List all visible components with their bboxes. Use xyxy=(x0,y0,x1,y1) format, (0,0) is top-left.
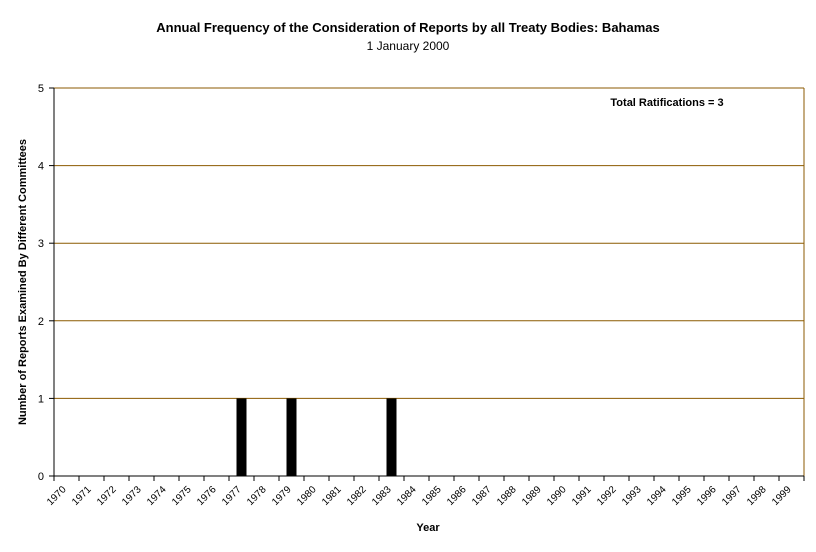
x-tick-label-1992: 1992 xyxy=(595,484,619,508)
y-tick-label-4: 4 xyxy=(38,161,44,173)
x-tick-label-1972: 1972 xyxy=(95,484,119,508)
x-tick-label-1987: 1987 xyxy=(470,484,494,508)
x-tick-label-1984: 1984 xyxy=(395,484,419,508)
y-axis-label: Number of Reports Examined By Different … xyxy=(17,139,29,425)
x-axis-label: Year xyxy=(416,522,440,534)
chart-subtitle: 1 January 2000 xyxy=(367,39,450,53)
x-tick-label-1975: 1975 xyxy=(170,484,194,508)
x-tick-label-1976: 1976 xyxy=(195,484,219,508)
annotation-total-ratifications: Total Ratifications = 3 xyxy=(610,97,723,109)
y-tick-label-5: 5 xyxy=(38,83,44,95)
bar-1979 xyxy=(286,398,297,476)
x-tick-label-1994: 1994 xyxy=(645,484,669,508)
bar-1977 xyxy=(236,398,247,476)
y-tick-label-1: 1 xyxy=(38,393,44,405)
y-tick-label-2: 2 xyxy=(38,316,44,328)
x-tick-label-1993: 1993 xyxy=(620,484,644,508)
x-tick-label-1986: 1986 xyxy=(445,484,469,508)
x-tick-label-1985: 1985 xyxy=(420,484,444,508)
x-tick-label-1995: 1995 xyxy=(670,484,694,508)
bar-1983 xyxy=(386,398,397,476)
chart-title: Annual Frequency of the Consideration of… xyxy=(156,20,659,35)
x-tick-label-1971: 1971 xyxy=(70,484,94,508)
x-tick-label-1980: 1980 xyxy=(295,484,319,508)
x-tick-label-1983: 1983 xyxy=(370,484,394,508)
x-tick-label-1973: 1973 xyxy=(120,484,144,508)
x-tick-label-1989: 1989 xyxy=(520,484,544,508)
x-tick-label-1982: 1982 xyxy=(345,484,369,508)
x-tick-label-1974: 1974 xyxy=(145,484,169,508)
y-tick-label-0: 0 xyxy=(38,471,44,483)
x-tick-label-1999: 1999 xyxy=(770,484,794,508)
x-tick-label-1988: 1988 xyxy=(495,484,519,508)
x-tick-label-1991: 1991 xyxy=(570,484,594,508)
x-tick-label-1990: 1990 xyxy=(545,484,569,508)
y-tick-label-3: 3 xyxy=(38,238,44,250)
x-tick-label-1997: 1997 xyxy=(720,484,744,508)
x-tick-label-1979: 1979 xyxy=(270,484,294,508)
x-tick-label-1978: 1978 xyxy=(245,484,269,508)
x-tick-label-1981: 1981 xyxy=(320,484,344,508)
x-tick-label-1998: 1998 xyxy=(745,484,769,508)
x-tick-label-1977: 1977 xyxy=(220,484,244,508)
x-tick-label-1970: 1970 xyxy=(45,484,69,508)
x-tick-label-1996: 1996 xyxy=(695,484,719,508)
